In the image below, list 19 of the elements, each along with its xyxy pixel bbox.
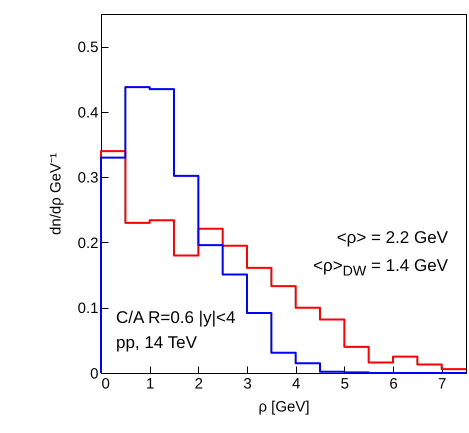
x-tick-label: 5: [340, 376, 350, 392]
annotation: <ρ>$_{DW}$ = 1.4 GeV: [313, 256, 448, 280]
annotation: pp, 14 TeV: [116, 333, 197, 353]
y-tick-label: 0.5: [78, 39, 98, 56]
x-tick-label: 7: [438, 376, 446, 392]
y-tick-label: 0.2: [78, 234, 98, 252]
y-tick-label: 0.3: [78, 170, 98, 187]
annotation: C/A R=0.6 |y|<4: [116, 308, 236, 328]
x-tick-label: 0: [102, 376, 110, 392]
y-axis-title: dn/dρ GeV⁻¹: [48, 153, 65, 235]
x-tick-label: 6: [389, 376, 398, 392]
y-tick-label: 0.4: [78, 104, 98, 122]
x-tick-label: 1: [146, 376, 154, 392]
x-tick-label: 3: [243, 376, 252, 392]
x-tick-label: 2: [194, 376, 204, 392]
x-tick-label: 4: [292, 376, 300, 392]
x-axis-title: ρ [GeV]: [258, 398, 310, 416]
annotation: <ρ> = 2.2 GeV: [336, 228, 448, 248]
y-tick-label: 0.1: [78, 300, 98, 318]
